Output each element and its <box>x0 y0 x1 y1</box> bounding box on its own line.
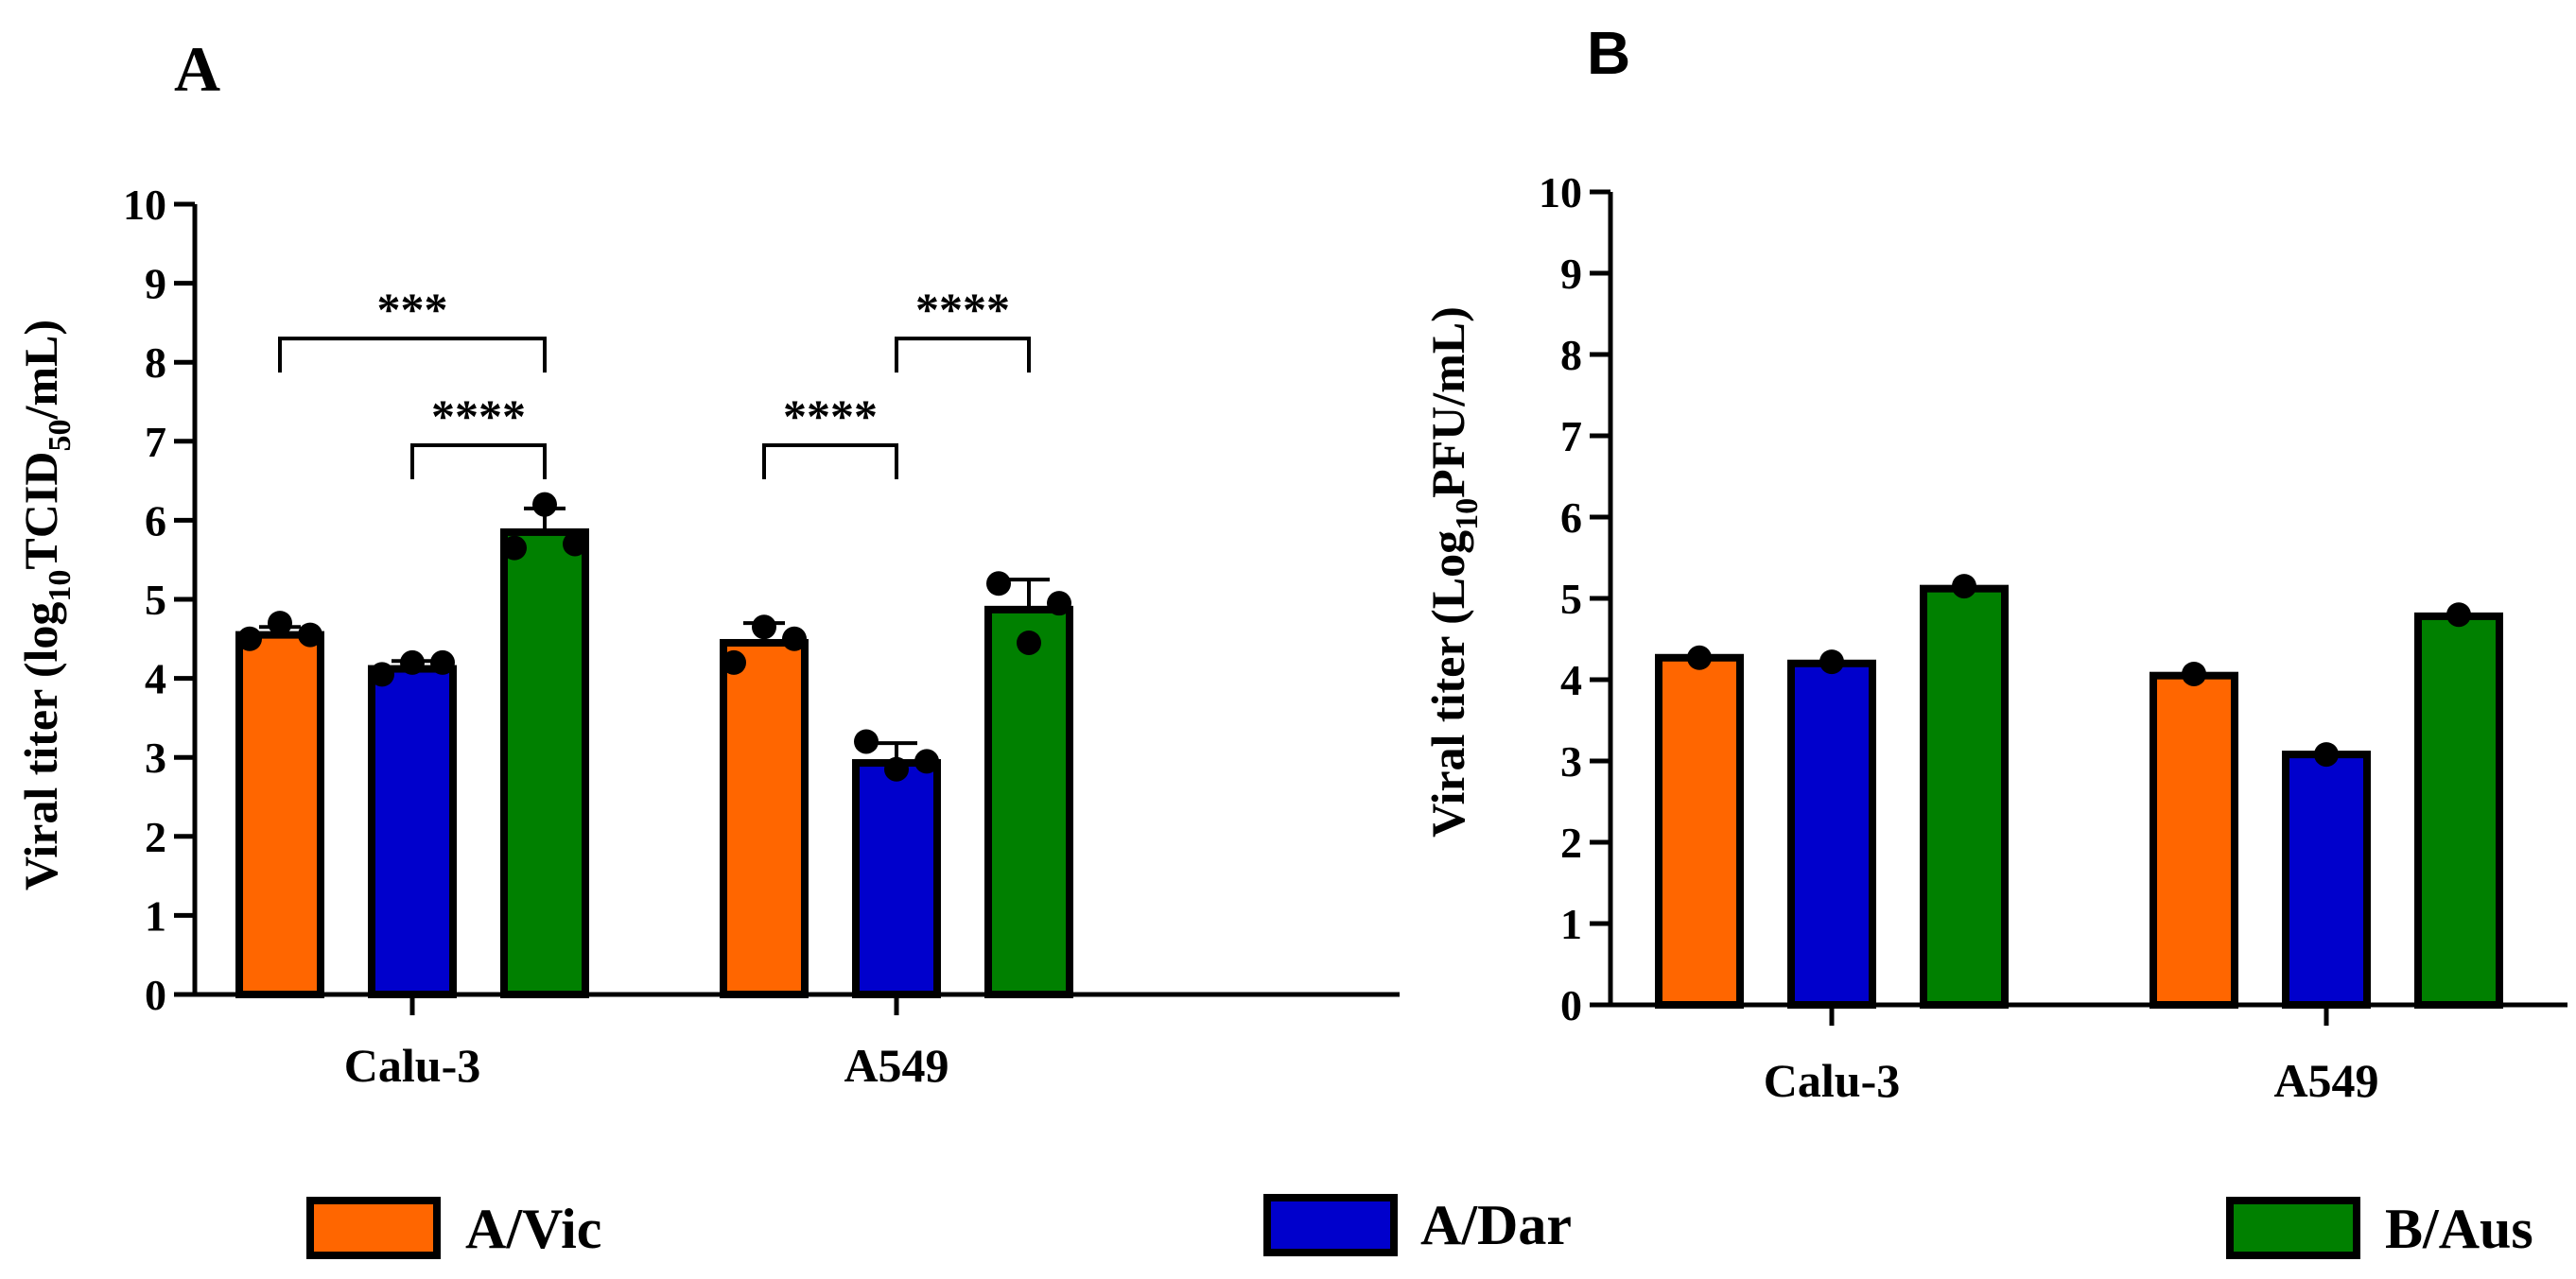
panel-b-bars <box>1655 574 2503 1010</box>
panelb-y-tick-label: 4 <box>1560 656 1582 704</box>
panelb-category-label: A549 <box>2273 1054 2378 1107</box>
panela-bar <box>500 527 589 998</box>
panela-bar <box>984 605 1073 998</box>
panela-data-point <box>400 649 425 675</box>
panela-data-point <box>430 649 455 675</box>
panela-data-point <box>1017 630 1041 655</box>
panelb-y-tick-label: 9 <box>1560 250 1582 298</box>
panelb-bar <box>1920 584 2009 1009</box>
legend-label-a-vic: A/Vic <box>465 1198 601 1260</box>
panel-a: A Viral titer (log10TCID50/mL) 0 1 2 3 4 5 6 7 8… <box>14 33 1400 1092</box>
panela-y-tick-label: 1 <box>145 891 166 940</box>
panela-data-point <box>914 749 939 774</box>
panela-y-tick-label: 9 <box>145 260 166 308</box>
legend-swatch-b-aus <box>2226 1197 2360 1259</box>
panela-bar <box>852 759 941 998</box>
panela-data-point <box>268 611 292 636</box>
significance-bracket <box>895 337 1031 373</box>
panel-a-bars <box>235 492 1073 998</box>
panel-a-y-axis-title: Viral titer (log10TCID50/mL) <box>14 320 78 890</box>
panelb-y-tick-label: 10 <box>1539 168 1582 216</box>
panel-b-letter: B <box>1587 19 1630 87</box>
panelb-y-tick-label: 8 <box>1560 331 1582 379</box>
panela-data-point <box>752 614 776 640</box>
panela-y-tick-label: 3 <box>145 734 166 782</box>
panela-bar <box>720 638 809 998</box>
legend-swatch-a-vic <box>306 1197 441 1259</box>
panela-data-point <box>986 571 1011 596</box>
panela-bar <box>235 631 324 998</box>
panel-b: B Viral titer (Log10PFU/mL) 0 1 2 3 4 5 6 7 8 9 10… <box>1421 19 2567 1107</box>
panela-y-tick-label: 4 <box>145 655 166 703</box>
panelb-y-tick-label: 1 <box>1560 900 1582 948</box>
legend: A/Vic A/Dar B/Aus <box>306 1194 2533 1260</box>
panelb-bar <box>1787 659 1876 1009</box>
significance-bracket <box>278 337 547 373</box>
legend-label-b-aus: B/Aus <box>2385 1198 2533 1260</box>
legend-label-a-dar: A/Dar <box>1420 1194 1572 1256</box>
panela-data-point <box>298 622 322 648</box>
panelb-y-tick-label: 6 <box>1560 493 1582 542</box>
significance-bracket <box>410 442 547 479</box>
panelb-data-point <box>2314 742 2339 768</box>
significance-label: **** <box>915 283 1010 336</box>
panela-data-point <box>237 626 262 651</box>
panelb-y-tick-label: 3 <box>1560 737 1582 786</box>
panela-y-tick-label: 10 <box>123 181 166 229</box>
panelb-bar <box>2282 751 2371 1009</box>
panelb-y-tick-label: 5 <box>1560 575 1582 623</box>
panelb-y-tick-label: 0 <box>1560 981 1582 1029</box>
significance-bracket <box>762 442 898 479</box>
panela-category-label: A549 <box>844 1039 949 1092</box>
panelb-y-tick-label: 7 <box>1560 412 1582 460</box>
panela-data-point <box>370 662 394 687</box>
panela-data-point <box>1047 591 1071 616</box>
panel-b-y-axis-title: Viral titer (Log10PFU/mL) <box>1421 306 1485 838</box>
panelb-data-point <box>2182 661 2206 686</box>
panelb-bar <box>2150 671 2238 1009</box>
panela-y-tick-label: 8 <box>145 338 166 387</box>
panela-y-tick-label: 6 <box>145 496 166 544</box>
panela-y-tick-label: 5 <box>145 576 166 624</box>
significance-label: *** <box>377 283 448 336</box>
panelb-data-point <box>2446 602 2471 628</box>
panela-data-point <box>502 535 527 561</box>
panelb-category-label: Calu-3 <box>1764 1054 1900 1107</box>
panela-data-point <box>563 531 587 557</box>
panela-data-point <box>722 649 746 675</box>
significance-label: **** <box>783 389 878 442</box>
panela-y-tick-label: 2 <box>145 813 166 861</box>
panelb-data-point <box>1687 645 1712 670</box>
panel-b-y-axis: 0 1 2 3 4 5 6 7 8 9 10 <box>1539 168 1613 1029</box>
panela-data-point <box>884 756 909 782</box>
panela-category-label: Calu-3 <box>344 1039 480 1092</box>
legend-swatch-a-dar <box>1263 1194 1398 1256</box>
panelb-bar <box>2414 612 2503 1009</box>
panel-a-y-axis: 0 1 2 3 4 5 6 7 8 9 10 <box>123 181 198 1019</box>
panel-b-x-axis: Calu-3 A549 <box>1610 1002 2567 1107</box>
panel-a-significance: ******* ******** <box>278 283 1031 479</box>
panelb-bar <box>1655 653 1744 1010</box>
panelb-y-tick-label: 2 <box>1560 819 1582 867</box>
panela-data-point <box>782 626 807 651</box>
panela-y-tick-label: 7 <box>145 418 166 466</box>
panela-data-point <box>854 729 879 754</box>
panela-y-tick-label: 0 <box>145 971 166 1019</box>
panela-bar <box>368 665 457 998</box>
panel-a-letter: A <box>174 33 220 105</box>
panela-data-point <box>532 492 557 517</box>
panelb-data-point <box>1819 649 1844 675</box>
panel-a-x-axis: Calu-3 A549 <box>195 992 1400 1092</box>
panelb-data-point <box>1952 574 1976 599</box>
significance-label: **** <box>431 389 526 442</box>
